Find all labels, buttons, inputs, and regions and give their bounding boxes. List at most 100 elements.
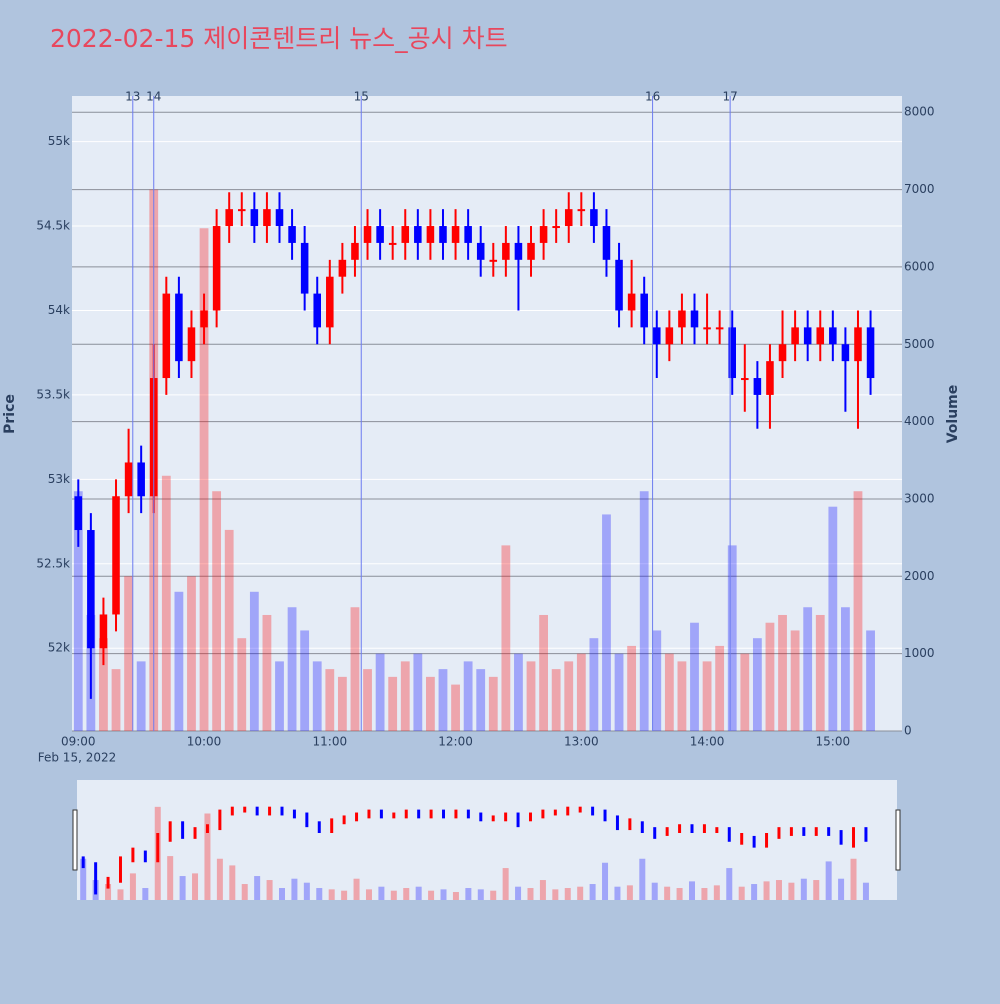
volume-bar [501, 545, 511, 731]
candle-body [615, 259, 623, 311]
slider-volume-bar [862, 882, 869, 900]
y-axis-title: Price [2, 394, 18, 434]
volume-bar [212, 491, 222, 731]
slider-volume-bar [216, 858, 223, 900]
candle-body [590, 209, 598, 227]
volume-bar [727, 545, 737, 731]
slider-volume-bar [328, 889, 335, 900]
volume-bar [161, 475, 171, 731]
slider-volume-bar [589, 884, 596, 900]
y2-tick-label: 2000 [904, 569, 935, 583]
volume-bar [350, 607, 360, 731]
volume-bar [765, 622, 775, 731]
volume-bar [677, 661, 687, 731]
slider-volume-bar [825, 861, 832, 900]
x-tick-label: 13:00 [564, 735, 599, 749]
candle-body [564, 209, 573, 227]
candle-body [338, 259, 347, 277]
slider-volume-bar [689, 881, 695, 900]
volume-bar [576, 653, 586, 731]
candle-body [627, 293, 636, 311]
volume-bar [488, 676, 498, 731]
volume-bar [752, 638, 762, 731]
candle-body [162, 293, 171, 379]
candle-body [112, 496, 120, 615]
candle-body [753, 378, 762, 395]
volume-bar [803, 607, 813, 731]
candle-body [728, 327, 736, 379]
slider-volume-bar [129, 873, 136, 900]
candle-body [124, 462, 133, 497]
volume-bar [664, 653, 674, 731]
slider-volume-bar [564, 888, 571, 900]
candle-body [275, 209, 284, 227]
slider-handle[interactable] [895, 809, 901, 871]
slider-volume-bar [527, 888, 534, 900]
slider-volume-bar [713, 885, 720, 900]
y-tick-label: 52k [48, 641, 70, 655]
slider-volume-bar [291, 878, 298, 900]
slider-volume-bar [179, 876, 186, 900]
volume-bar [312, 661, 322, 731]
y2-tick-label: 8000 [904, 105, 935, 119]
candle-body [250, 209, 259, 227]
x-tick-label: 14:00 [690, 735, 725, 749]
candle-body [388, 242, 397, 245]
x-tick-label: 10:00 [187, 735, 222, 749]
slider-volume-bar [241, 884, 248, 900]
slider-volume-bar [763, 881, 770, 900]
candle-body [476, 242, 485, 260]
slider-volume-bar [142, 888, 149, 900]
slider-volume-bar [602, 862, 609, 900]
plot-area [72, 96, 902, 731]
slider-volume-bar [552, 889, 559, 900]
candle-body [439, 226, 447, 243]
candle-body [263, 209, 271, 227]
volume-bar [526, 661, 536, 731]
x-tick-label: 09:00 [61, 735, 96, 749]
candle-body [225, 209, 233, 227]
volume-bar [476, 669, 486, 731]
volume-bar [614, 653, 624, 731]
slider-volume-bar [341, 890, 348, 900]
slider-volume-bar [614, 886, 621, 900]
candle-body [741, 378, 749, 381]
slider-volume-bar [838, 878, 845, 900]
slider-volume-bar [788, 882, 795, 900]
candle-body [866, 327, 875, 379]
news-label: 17 [722, 90, 737, 104]
volume-bar [73, 491, 83, 731]
volume-bar [124, 576, 133, 731]
slider-volume-bar [639, 858, 646, 900]
y-tick-label: 52.5k [36, 556, 70, 570]
slider-volume-bar [229, 865, 236, 900]
candle-body [791, 327, 799, 345]
volume-bar [111, 669, 121, 731]
slider-volume-bar [502, 868, 509, 900]
slider-volume-bar [279, 888, 285, 900]
candle-body [854, 327, 862, 362]
volume-bar [237, 638, 247, 731]
slider-volume-bar [415, 886, 422, 900]
slider-volume-bar [813, 880, 820, 900]
volume-bar [463, 661, 473, 731]
y2-tick-label: 7000 [904, 182, 935, 196]
volume-bar [853, 491, 863, 731]
news-label: 15 [354, 90, 369, 104]
candle-body [514, 242, 523, 260]
y2-axis-title: Volume [945, 385, 961, 444]
candle-body [363, 226, 372, 243]
candle-body [703, 327, 711, 330]
x-tick-label: 15:00 [816, 735, 851, 749]
volume-bar [790, 630, 800, 731]
volume-bar [426, 676, 435, 731]
volume-bar [828, 506, 838, 731]
volume-bar [551, 669, 561, 731]
slider-volume-bar [664, 886, 671, 900]
news-label: 14 [146, 90, 161, 104]
volume-bar [136, 661, 146, 731]
candle-body [803, 327, 812, 345]
volume-bar [564, 661, 574, 731]
volume-bar [690, 622, 699, 731]
slider-handle[interactable] [72, 809, 78, 871]
